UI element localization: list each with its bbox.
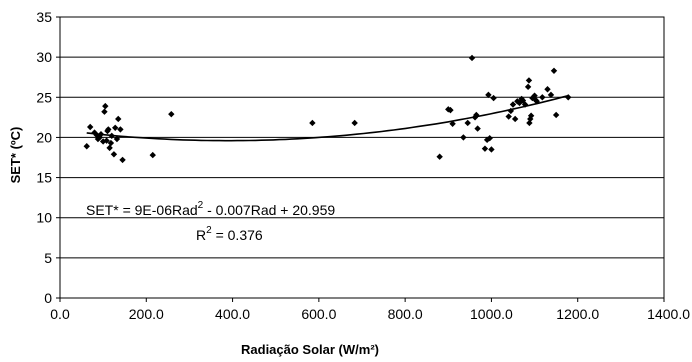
- r2-exponent: 2: [206, 225, 212, 236]
- y-axis-ticks: 0 5 10 15 20 25 30 35: [36, 9, 60, 306]
- y-axis-title: SET* (ºC): [8, 127, 23, 184]
- data-point: [112, 124, 119, 131]
- x-tick-label: 400.0: [215, 306, 250, 322]
- equation-exponent: 2: [198, 200, 204, 211]
- data-point: [351, 119, 358, 127]
- y-tick-label: 25: [36, 89, 52, 105]
- data-point: [507, 107, 515, 115]
- data-point: [544, 86, 551, 93]
- data-point: [490, 94, 497, 102]
- equation-suffix: - 0.007Rad + 20.959: [203, 202, 335, 218]
- plot-area-frame: [59, 16, 665, 299]
- data-point: [107, 139, 115, 147]
- x-tick-label: 600.0: [301, 306, 336, 322]
- data-point: [464, 119, 471, 127]
- data-point: [83, 143, 90, 150]
- x-tick-label: 800.0: [388, 306, 423, 322]
- data-point: [552, 111, 560, 119]
- data-point: [511, 115, 519, 123]
- x-tick-label: 0.0: [50, 306, 70, 322]
- data-point: [119, 156, 126, 164]
- data-point: [113, 135, 121, 143]
- y-tick-label: 0: [44, 290, 52, 306]
- x-tick-label: 200.0: [129, 306, 164, 322]
- r2-suffix: = 0.376: [212, 227, 263, 243]
- data-point: [488, 146, 495, 153]
- equation-prefix: SET* = 9E-06Rad: [86, 202, 198, 218]
- data-point: [309, 119, 316, 127]
- data-point: [525, 77, 533, 84]
- data-point: [547, 91, 555, 99]
- data-point: [105, 126, 112, 133]
- data-point: [168, 110, 175, 118]
- data-point: [550, 67, 558, 74]
- data-point: [505, 113, 512, 120]
- data-point: [101, 108, 108, 115]
- data-point: [481, 145, 489, 152]
- gridlines: [60, 56, 664, 259]
- data-point: [117, 126, 124, 133]
- data-point: [473, 111, 480, 119]
- data-point: [514, 98, 521, 105]
- data-point: [102, 102, 109, 110]
- data-point: [149, 151, 156, 159]
- data-point: [460, 134, 467, 141]
- x-axis-title: Radiação Solar (W/m²): [241, 342, 379, 357]
- y-tick-label: 30: [36, 49, 52, 65]
- x-tick-label: 1400.0: [647, 306, 690, 322]
- r-squared-label: R2 = 0.376: [196, 225, 263, 243]
- data-point: [521, 101, 529, 108]
- data-point: [115, 115, 122, 123]
- data-point: [474, 125, 481, 132]
- data-point: [436, 153, 443, 160]
- data-points: [83, 54, 572, 164]
- r2-prefix: R: [196, 227, 206, 243]
- trendline: [86, 94, 569, 142]
- data-point: [527, 112, 535, 119]
- data-point: [110, 151, 118, 158]
- y-tick-label: 5: [44, 250, 52, 266]
- y-tick-label: 35: [36, 9, 52, 25]
- data-point: [468, 54, 476, 62]
- x-tick-label: 1000.0: [470, 306, 513, 322]
- x-tick-label: 1200.0: [556, 306, 599, 322]
- data-point: [527, 115, 534, 123]
- data-point: [565, 94, 572, 101]
- y-tick-label: 10: [36, 210, 52, 226]
- data-point: [103, 137, 110, 144]
- y-tick-label: 20: [36, 129, 52, 145]
- data-point: [106, 144, 113, 152]
- data-point: [447, 106, 454, 114]
- data-point: [509, 101, 517, 108]
- x-axis-ticks: 0.0 200.0 400.0 600.0 800.0 1000.0 1200.0 1400.…: [50, 298, 690, 322]
- data-point: [108, 132, 115, 140]
- data-point: [539, 94, 546, 101]
- data-point: [524, 83, 532, 91]
- data-point: [97, 131, 105, 138]
- data-point: [449, 120, 456, 127]
- equation-label: SET* = 9E-06Rad2 - 0.007Rad + 20.959: [86, 200, 335, 218]
- data-point: [486, 135, 493, 142]
- data-point: [87, 123, 94, 131]
- data-point: [533, 98, 540, 105]
- y-tick-label: 15: [36, 170, 52, 186]
- data-point: [485, 91, 492, 99]
